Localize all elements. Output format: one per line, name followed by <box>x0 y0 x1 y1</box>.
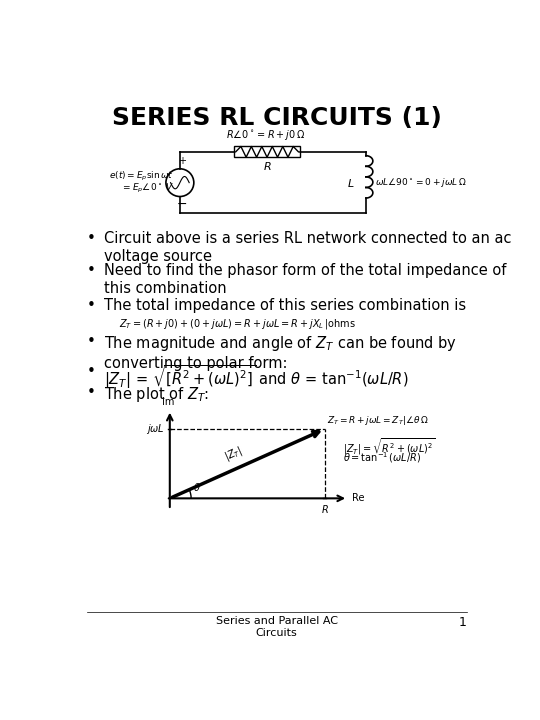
Text: •: • <box>86 364 95 379</box>
Text: •: • <box>86 334 95 349</box>
Text: Im: Im <box>162 397 174 408</box>
Text: $|Z_T|$ = $\sqrt{[R^2+(\omega L)^2]}$ and $\theta$ = tan$^{-1}$($\omega L/R$): $|Z_T|$ = $\sqrt{[R^2+(\omega L)^2]}$ an… <box>104 364 408 392</box>
Text: $|Z_T|=\sqrt{R^2+(\omega L)^2}$: $|Z_T|=\sqrt{R^2+(\omega L)^2}$ <box>342 437 435 457</box>
Text: −: − <box>177 198 187 211</box>
FancyBboxPatch shape <box>234 146 300 157</box>
Text: The magnitude and angle of $Z_T$ can be found by
converting to polar form:: The magnitude and angle of $Z_T$ can be … <box>104 334 457 371</box>
Text: Series and Parallel AC
Circuits: Series and Parallel AC Circuits <box>216 616 338 638</box>
Text: $|Z_T|$: $|Z_T|$ <box>222 444 245 464</box>
Text: $j\omega L$: $j\omega L$ <box>146 422 165 436</box>
Text: $R$: $R$ <box>321 503 329 515</box>
Text: $\omega L\angle90^\circ = 0+ j\omega L\,\Omega$: $\omega L\angle90^\circ = 0+ j\omega L\,… <box>375 176 467 189</box>
Text: Re: Re <box>352 493 365 503</box>
Text: Circuit above is a series RL network connected to an ac
voltage source: Circuit above is a series RL network con… <box>104 231 511 264</box>
Text: •: • <box>86 298 95 313</box>
Text: $\theta$: $\theta$ <box>193 481 201 493</box>
Text: •: • <box>86 385 95 400</box>
Text: $\theta=\tan^{-1}(\omega L/R)$: $\theta=\tan^{-1}(\omega L/R)$ <box>342 451 421 465</box>
Text: $R\angle0^\circ = R + j0\,\Omega$: $R\angle0^\circ = R + j0\,\Omega$ <box>226 128 305 142</box>
Text: $R$: $R$ <box>263 160 272 171</box>
Text: $Z_T = (R+j0)+(0+j\omega L)= R+j\omega L = R+jX_L\,|\mathrm{ohms}$: $Z_T = (R+j0)+(0+j\omega L)= R+j\omega L… <box>119 318 356 331</box>
Text: 1: 1 <box>459 616 467 629</box>
Text: $e(t) = E_p\sin\omega t$: $e(t) = E_p\sin\omega t$ <box>109 170 174 183</box>
Text: Need to find the phasor form of the total impedance of
this combination: Need to find the phasor form of the tota… <box>104 264 507 296</box>
Text: The total impedance of this series combination is: The total impedance of this series combi… <box>104 298 466 313</box>
Text: $= E_p\angle0^\circ$ V: $= E_p\angle0^\circ$ V <box>120 182 174 195</box>
Text: $Z_T = R + j\omega L = Z_T|\angle\theta\,\Omega$: $Z_T = R + j\omega L = Z_T|\angle\theta\… <box>327 414 429 427</box>
Text: •: • <box>86 264 95 279</box>
Text: $L$: $L$ <box>348 176 355 189</box>
Text: The plot of $Z_T$:: The plot of $Z_T$: <box>104 385 209 404</box>
Text: SERIES RL CIRCUITS (1): SERIES RL CIRCUITS (1) <box>112 106 442 130</box>
Text: +: + <box>178 156 186 166</box>
Text: •: • <box>86 231 95 246</box>
